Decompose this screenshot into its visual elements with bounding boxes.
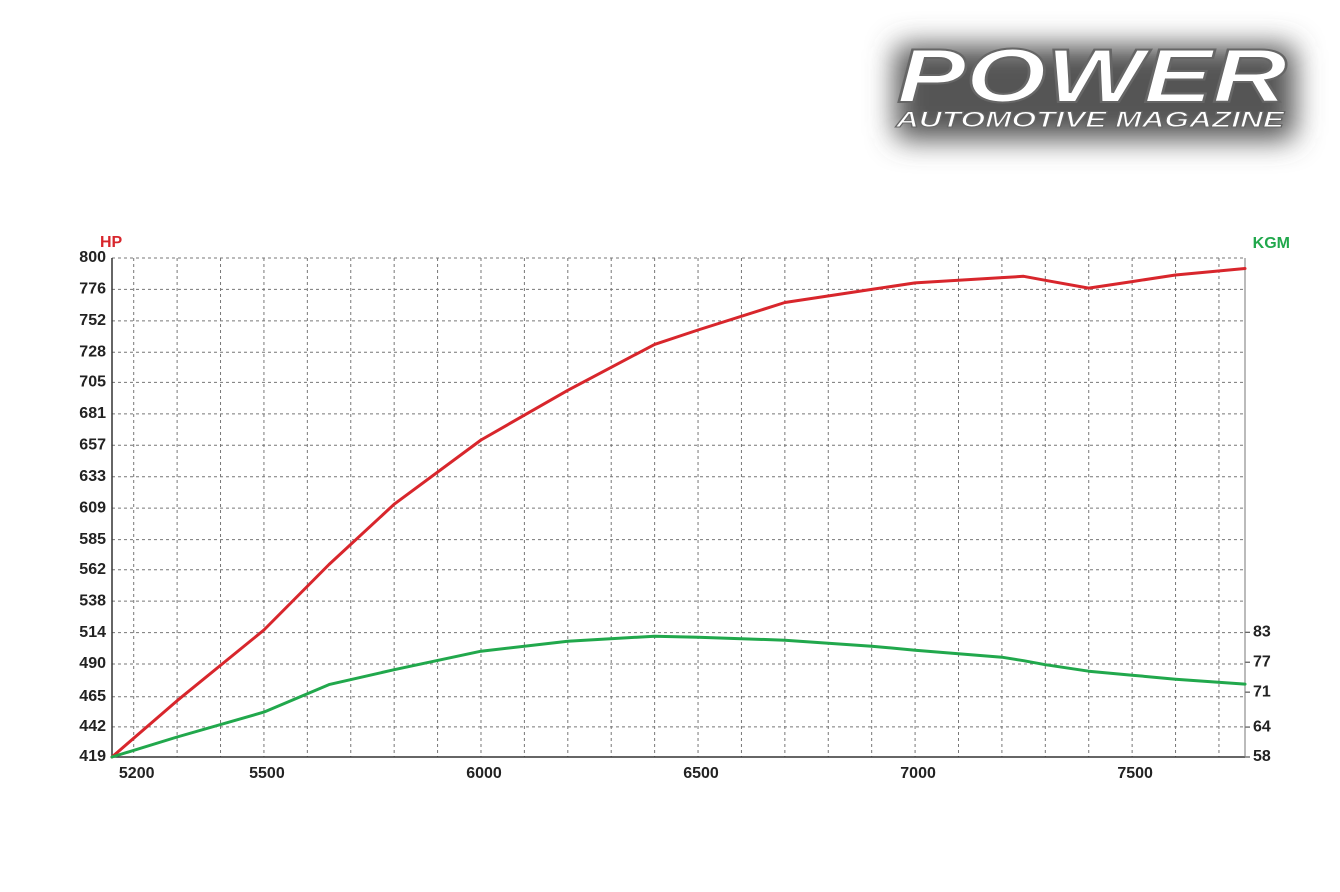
y2-tick-label: 83 (1253, 623, 1271, 640)
x-tick-label: 7500 (1117, 765, 1153, 782)
x-tick-label: 6500 (683, 765, 719, 782)
x-tick-label: 5500 (249, 765, 285, 782)
y2-axis-label: KGM (1253, 235, 1290, 252)
y-tick-label: 728 (79, 344, 106, 361)
y2-tick-label: 71 (1253, 683, 1271, 700)
line-series (110, 267, 1247, 759)
y-tick-label: 800 (79, 249, 106, 266)
y-tick-label: 442 (79, 718, 106, 735)
y2-tick-label: 64 (1253, 718, 1271, 735)
x-tick-label: 6000 (466, 765, 502, 782)
y-tick-label: 585 (79, 531, 106, 548)
y-tick-label: 633 (79, 468, 106, 485)
logo: POWER AUTOMOTIVE MAGAZINE (894, 33, 1295, 140)
logo-shadow (895, 45, 1295, 140)
y2-tick-label: 77 (1253, 653, 1271, 670)
y2-tick-label: 58 (1253, 748, 1271, 765)
y-tick-label: 514 (79, 624, 106, 641)
y-tick-label: 681 (79, 405, 106, 422)
y-tick-label: 419 (79, 748, 106, 765)
y-tick-label: 776 (79, 281, 106, 298)
y-tick-label: 657 (79, 437, 106, 454)
logo-title: POWER (897, 34, 1287, 119)
x-tick-label: 7000 (900, 765, 936, 782)
y-tick-label: 538 (79, 592, 106, 609)
x-tick-label: 5200 (119, 765, 155, 782)
y-tick-label: 705 (79, 374, 106, 391)
y-tick-label: 609 (79, 499, 106, 516)
y-tick-label: 752 (79, 312, 106, 329)
y-axis-label: HP (100, 234, 123, 251)
y-tick-label: 490 (79, 655, 106, 672)
logo-subtitle: AUTOMOTIVE MAGAZINE (895, 107, 1286, 132)
y-tick-label: 562 (79, 561, 106, 578)
y-tick-label: 465 (79, 688, 106, 705)
line-series (110, 634, 1247, 759)
